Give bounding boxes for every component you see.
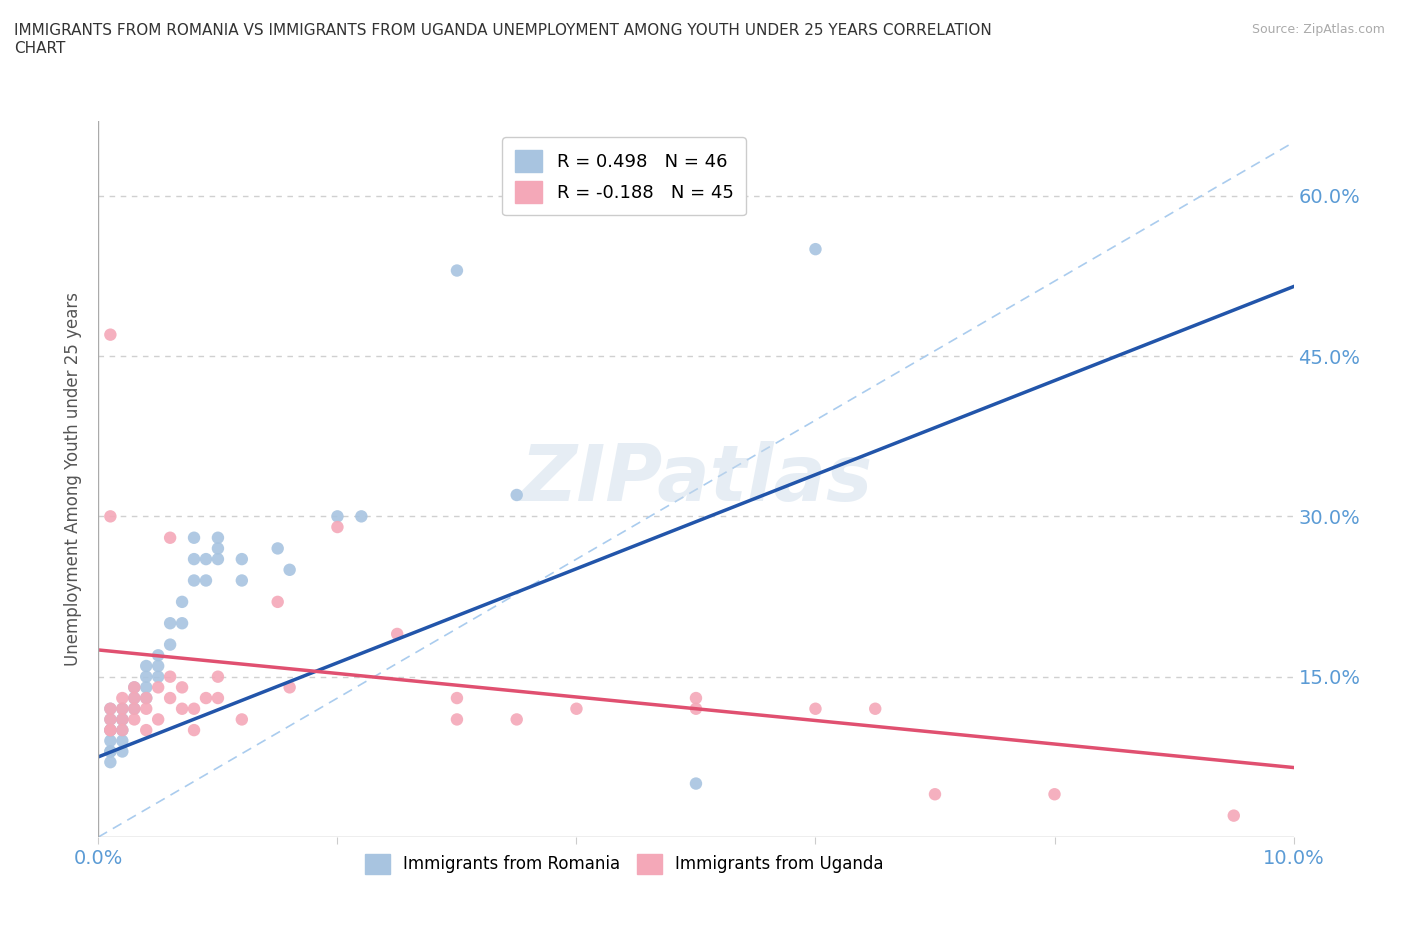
Point [98, 723, 122, 737]
Point [148, 658, 170, 673]
Point [124, 701, 146, 716]
Point [231, 712, 253, 727]
Point [135, 680, 157, 695]
Point [111, 712, 134, 727]
Point [111, 744, 134, 759]
Point [172, 594, 194, 609]
Point [135, 670, 157, 684]
Point [183, 551, 205, 566]
Point [148, 680, 170, 695]
Point [159, 637, 181, 652]
Point [446, 691, 468, 706]
Point [98, 723, 122, 737]
Point [111, 712, 134, 727]
Point [135, 691, 157, 706]
Point [195, 551, 218, 566]
Point [159, 616, 181, 631]
Point [98, 744, 122, 759]
Point [135, 723, 157, 737]
Point [111, 701, 134, 716]
Point [111, 734, 134, 749]
Point [446, 263, 468, 278]
Point [865, 701, 887, 716]
Point [183, 701, 205, 716]
Point [111, 723, 134, 737]
Point [1043, 787, 1066, 802]
Point [98, 509, 122, 524]
Point [326, 509, 349, 524]
Point [267, 541, 290, 556]
Point [98, 712, 122, 727]
Point [135, 691, 157, 706]
Point [207, 670, 229, 684]
Point [183, 723, 205, 737]
Point [124, 691, 146, 706]
Point [385, 627, 409, 642]
Point [124, 691, 146, 706]
Point [111, 691, 134, 706]
Point [506, 487, 529, 502]
Point [506, 712, 529, 727]
Point [565, 701, 588, 716]
Point [446, 712, 468, 727]
Point [98, 701, 122, 716]
Point [278, 680, 301, 695]
Point [183, 530, 205, 545]
Point [148, 648, 170, 663]
Point [135, 701, 157, 716]
Point [207, 691, 229, 706]
Point [124, 680, 146, 695]
Point [148, 670, 170, 684]
Point [172, 680, 194, 695]
Text: IMMIGRANTS FROM ROMANIA VS IMMIGRANTS FROM UGANDA UNEMPLOYMENT AMONG YOUTH UNDER: IMMIGRANTS FROM ROMANIA VS IMMIGRANTS FR… [14, 23, 991, 56]
Point [124, 680, 146, 695]
Point [195, 691, 218, 706]
Point [124, 712, 146, 727]
Point [98, 327, 122, 342]
Point [685, 691, 707, 706]
Point [111, 712, 134, 727]
Point [172, 616, 194, 631]
Point [98, 723, 122, 737]
Y-axis label: Unemployment Among Youth under 25 years: Unemployment Among Youth under 25 years [65, 292, 83, 666]
Point [804, 242, 827, 257]
Point [207, 530, 229, 545]
Point [924, 787, 946, 802]
Point [98, 723, 122, 737]
Point [98, 712, 122, 727]
Point [111, 723, 134, 737]
Point [231, 551, 253, 566]
Legend: Immigrants from Romania, Immigrants from Uganda: Immigrants from Romania, Immigrants from… [357, 845, 891, 883]
Point [159, 530, 181, 545]
Point [195, 573, 218, 588]
Point [98, 734, 122, 749]
Point [278, 563, 301, 578]
Point [98, 701, 122, 716]
Point [350, 509, 373, 524]
Point [98, 744, 122, 759]
Point [159, 670, 181, 684]
Point [207, 551, 229, 566]
Point [183, 573, 205, 588]
Point [159, 691, 181, 706]
Point [804, 701, 827, 716]
Point [1223, 808, 1246, 823]
Point [685, 777, 707, 791]
Point [172, 701, 194, 716]
Point [98, 755, 122, 770]
Point [148, 712, 170, 727]
Point [326, 520, 349, 535]
Point [111, 701, 134, 716]
Point [124, 701, 146, 716]
Point [231, 573, 253, 588]
Text: Source: ZipAtlas.com: Source: ZipAtlas.com [1251, 23, 1385, 36]
Point [685, 701, 707, 716]
Point [135, 658, 157, 673]
Point [207, 541, 229, 556]
Text: ZIPatlas: ZIPatlas [520, 441, 872, 517]
Point [267, 594, 290, 609]
